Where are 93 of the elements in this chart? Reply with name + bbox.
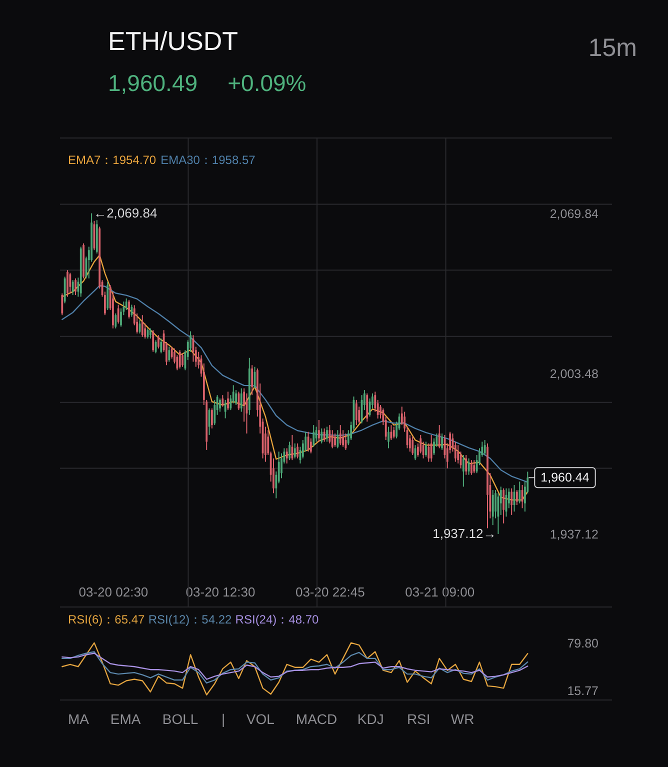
candlestick bbox=[433, 438, 435, 456]
x-tick-label: 03-20 22:45 bbox=[295, 584, 365, 600]
y-tick-label: 15.77 bbox=[567, 684, 599, 698]
candlestick bbox=[251, 364, 254, 396]
candlestick bbox=[492, 490, 494, 526]
candlestick bbox=[130, 304, 133, 318]
candlestick bbox=[510, 488, 513, 516]
text: MA bbox=[68, 711, 90, 727]
candlestick bbox=[114, 312, 117, 329]
candlestick bbox=[320, 428, 323, 444]
text: VOL bbox=[246, 711, 275, 727]
candlestick bbox=[178, 350, 181, 370]
candlestick bbox=[182, 353, 184, 368]
candlestick bbox=[425, 441, 427, 458]
text: MACD bbox=[296, 711, 338, 727]
candlestick bbox=[170, 346, 173, 360]
candlestick bbox=[286, 448, 288, 464]
candlestick bbox=[388, 426, 390, 449]
candlestick bbox=[214, 399, 216, 426]
y-tick-label: 2,003.48 bbox=[550, 367, 599, 382]
x-tick-label: 03-20 12:30 bbox=[186, 584, 256, 600]
candlestick bbox=[323, 428, 326, 442]
candlestick bbox=[518, 481, 521, 504]
candlestick bbox=[149, 328, 152, 340]
chart-title: ETH/USDT bbox=[108, 26, 238, 56]
text: RSI(6)：65.47 bbox=[68, 612, 146, 626]
candlestick bbox=[224, 399, 226, 419]
candlestick bbox=[158, 334, 160, 349]
candlestick bbox=[168, 346, 170, 362]
candlestick bbox=[326, 426, 328, 442]
candlestick bbox=[412, 436, 414, 456]
candlestick bbox=[61, 292, 64, 316]
chart-subtitle: 1,960.49 bbox=[108, 70, 198, 96]
text: EMA7：1954.70 bbox=[68, 153, 156, 167]
annotation: ←2,069.84 bbox=[94, 205, 158, 220]
candlestick bbox=[294, 442, 296, 459]
candlestick bbox=[470, 460, 472, 476]
candlestick bbox=[484, 440, 486, 456]
candlestick bbox=[312, 424, 315, 448]
candlestick bbox=[296, 442, 299, 459]
text: EMA30：1958.57 bbox=[160, 153, 256, 167]
candlestick bbox=[69, 272, 72, 294]
text: BOLL bbox=[162, 711, 198, 727]
text: WR bbox=[450, 711, 474, 727]
x-tick-label: 03-20 02:30 bbox=[78, 584, 148, 600]
candlestick bbox=[366, 392, 368, 422]
text: EMA bbox=[110, 711, 142, 727]
candlestick bbox=[288, 441, 290, 461]
y-tick-label: 1,937.12 bbox=[550, 527, 599, 542]
candlestick bbox=[152, 330, 154, 352]
ref-line-label: 1,960.44 bbox=[540, 470, 590, 485]
candlestick bbox=[222, 394, 224, 408]
text: KDJ bbox=[357, 711, 384, 727]
candlestick bbox=[462, 454, 464, 488]
candlestick bbox=[106, 281, 109, 311]
candlestick bbox=[334, 433, 336, 448]
candlestick bbox=[473, 460, 476, 474]
candlestick bbox=[438, 424, 440, 449]
text: RSI bbox=[406, 711, 430, 727]
candlestick bbox=[465, 454, 468, 476]
text: | bbox=[221, 711, 226, 727]
candlestick bbox=[430, 434, 432, 462]
x-tick-label: 03-21 09:00 bbox=[405, 584, 475, 600]
text: RSI(24)：48.70 bbox=[235, 612, 320, 626]
candlestick bbox=[128, 299, 130, 319]
candlestick bbox=[392, 426, 395, 439]
candlestick bbox=[74, 278, 76, 296]
candlestick bbox=[227, 391, 229, 411]
candlestick bbox=[125, 298, 128, 311]
annotation: 1,937.12→ bbox=[432, 526, 496, 541]
candlestick bbox=[64, 276, 66, 304]
candlestick bbox=[141, 314, 144, 338]
candlestick bbox=[336, 430, 339, 449]
candlestick bbox=[441, 433, 443, 450]
line-series bbox=[62, 642, 528, 696]
text: RSI(12)：54.22 bbox=[148, 612, 232, 626]
candlestick bbox=[355, 399, 358, 426]
y-tick-label: 79.80 bbox=[567, 636, 599, 650]
y-tick-label: 2,069.84 bbox=[550, 206, 599, 221]
candlestick bbox=[428, 442, 430, 462]
candlestick bbox=[66, 270, 68, 298]
candlestick bbox=[219, 398, 221, 412]
text: +0.09% bbox=[228, 70, 306, 96]
candlestick bbox=[160, 338, 162, 354]
candlestick bbox=[318, 419, 320, 442]
candlestick bbox=[240, 388, 242, 412]
candlestick bbox=[516, 490, 518, 506]
candlestick bbox=[72, 280, 74, 296]
candlestick bbox=[117, 304, 120, 324]
candlestick bbox=[339, 424, 342, 446]
text: 15m bbox=[588, 34, 637, 62]
candlestick bbox=[502, 488, 505, 524]
candlestick bbox=[211, 408, 213, 429]
